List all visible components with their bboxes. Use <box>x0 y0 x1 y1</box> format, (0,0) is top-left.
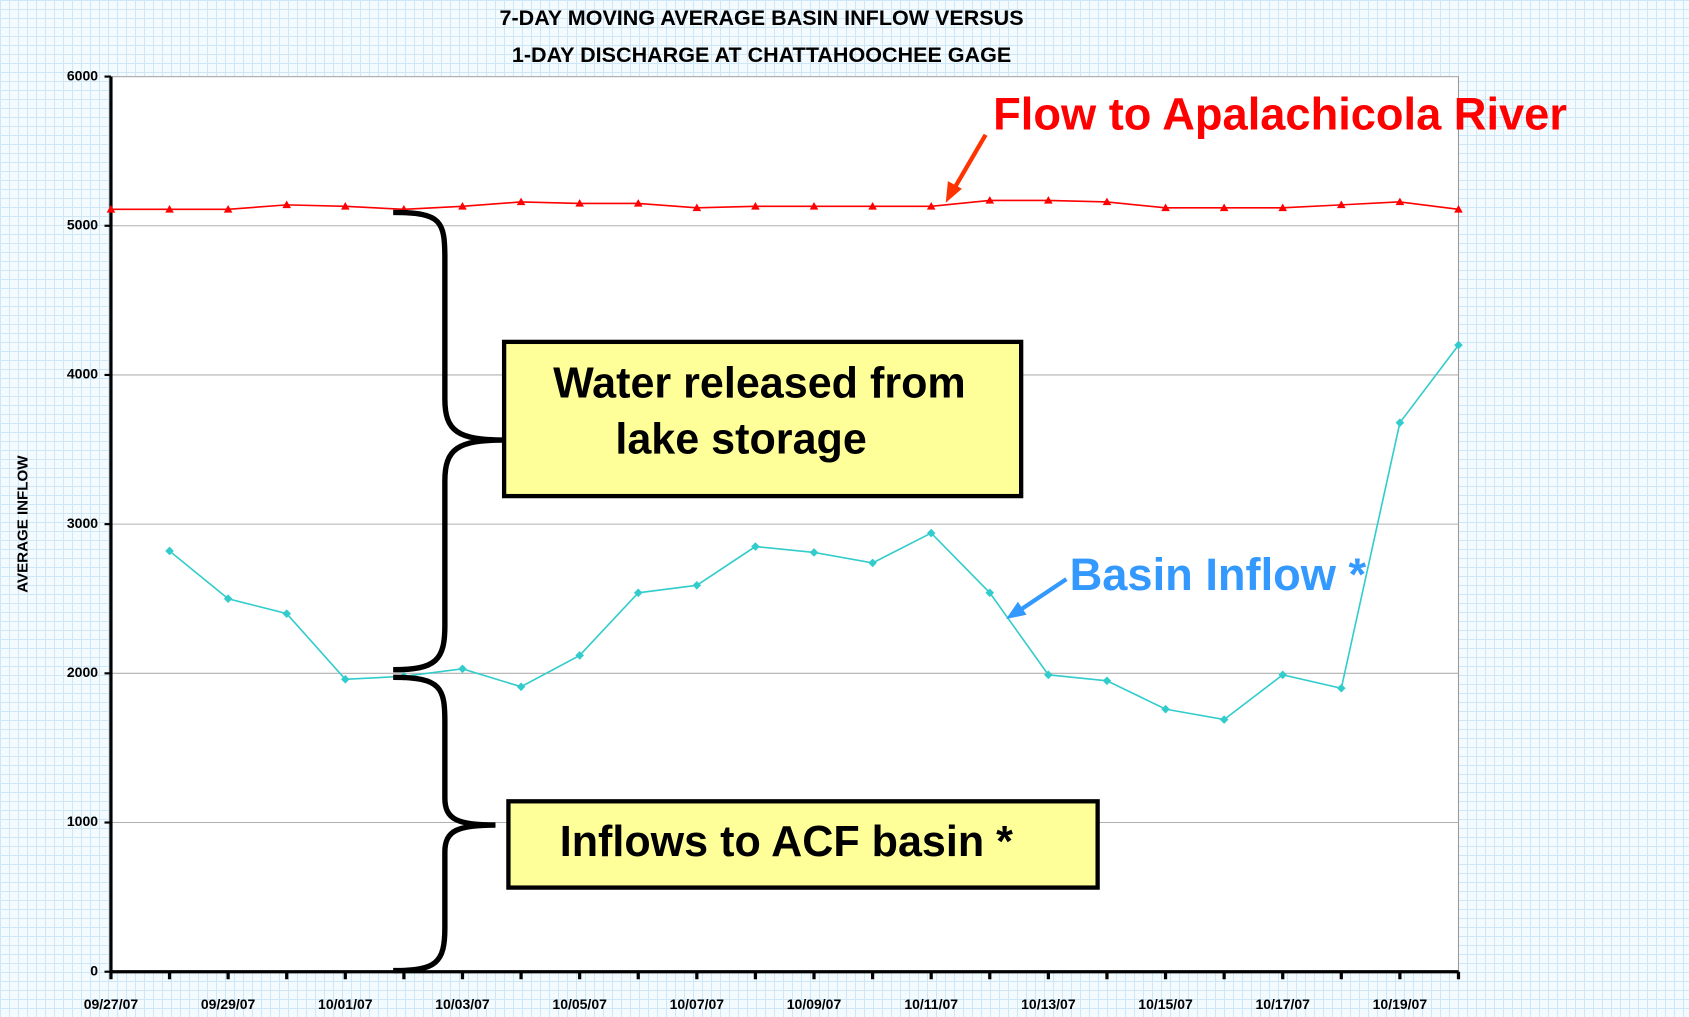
point-marker <box>633 588 643 598</box>
x-tick-label: 10/17/07 <box>1255 996 1310 1012</box>
point-marker <box>985 196 995 204</box>
point-marker <box>633 199 643 207</box>
point-marker <box>868 202 877 210</box>
point-marker <box>1161 704 1170 714</box>
point-marker <box>926 202 936 210</box>
point-marker <box>751 542 760 551</box>
point-marker <box>106 205 116 213</box>
x-tick-label: 10/13/07 <box>1021 996 1076 1012</box>
annotation-box <box>506 799 1100 890</box>
y-tick-label: 6000 <box>67 67 98 83</box>
point-marker <box>1219 715 1229 724</box>
point-marker <box>1395 197 1405 206</box>
arrow <box>1016 577 1068 614</box>
annotation-text: Water released from <box>553 359 966 407</box>
point-marker <box>1337 683 1346 693</box>
marks <box>106 196 1463 724</box>
y-axis-label: AVERAGE INFLOW <box>15 455 32 593</box>
x-tick-label: 10/15/07 <box>1138 996 1193 1012</box>
x-tick-label: 10/19/07 <box>1373 996 1428 1012</box>
point-marker <box>165 205 174 213</box>
point-marker <box>282 200 292 209</box>
series-line <box>110 199 1459 211</box>
annotation-text: lake storage <box>615 416 866 464</box>
point-marker <box>926 528 936 538</box>
chart-title: 7-DAY MOVING AVERAGE BASIN INFLOW VERSUS <box>500 5 1024 30</box>
x-tick-label: 10/01/07 <box>318 996 373 1012</box>
point-marker <box>458 664 467 674</box>
x-tick-label: 09/29/07 <box>201 996 256 1012</box>
point-marker <box>575 199 584 207</box>
annotation-text: Inflows to ACF basin * <box>560 818 1013 866</box>
point-marker <box>1161 203 1170 212</box>
series-label: Basin Inflow * <box>1070 549 1367 600</box>
point-marker <box>809 202 819 210</box>
point-marker <box>1219 203 1229 212</box>
x-tick-label: 10/11/07 <box>904 996 958 1012</box>
chart-title: 1-DAY DISCHARGE AT CHATTAHOOCHEE GAGE <box>512 42 1011 67</box>
point-marker <box>985 588 995 598</box>
point-marker <box>1278 670 1288 680</box>
y-tick-label: 4000 <box>67 366 98 382</box>
point-marker <box>458 202 467 210</box>
point-marker <box>1454 205 1463 213</box>
point-marker <box>575 651 584 660</box>
point-marker <box>516 197 526 206</box>
x-tick-label: 09/27/07 <box>84 996 139 1012</box>
x-tick-label: 10/07/07 <box>670 996 725 1012</box>
point-marker <box>1102 197 1112 206</box>
arrow-head <box>945 181 962 203</box>
y-tick-label: 3000 <box>67 515 98 531</box>
series-label: Flow to Apalachicola River <box>993 88 1567 139</box>
point-marker <box>868 558 877 568</box>
annotation-box <box>501 339 1024 499</box>
point-marker <box>340 202 350 210</box>
point-marker <box>692 580 702 590</box>
point-marker <box>223 594 233 604</box>
point-marker <box>692 203 702 212</box>
point-marker <box>1044 196 1053 204</box>
y-tick-label: 5000 <box>67 216 98 232</box>
point-marker <box>516 682 526 692</box>
brace <box>393 674 496 974</box>
point-marker <box>1337 200 1346 209</box>
point-marker <box>340 674 350 684</box>
x-tick-label: 10/03/07 <box>435 996 490 1012</box>
y-tick-label: 1000 <box>67 813 98 829</box>
arrow-head <box>1006 601 1027 620</box>
point-marker <box>809 548 819 557</box>
point-marker <box>1278 203 1288 212</box>
arrow <box>950 133 988 194</box>
y-tick-label: 0 <box>90 962 98 978</box>
x-tick-label: 10/09/07 <box>787 996 842 1012</box>
point-marker <box>223 205 233 213</box>
point-marker <box>1395 418 1405 428</box>
y-tick-label: 2000 <box>67 664 98 680</box>
x-tick-label: 10/05/07 <box>552 996 607 1012</box>
point-marker <box>751 202 760 210</box>
